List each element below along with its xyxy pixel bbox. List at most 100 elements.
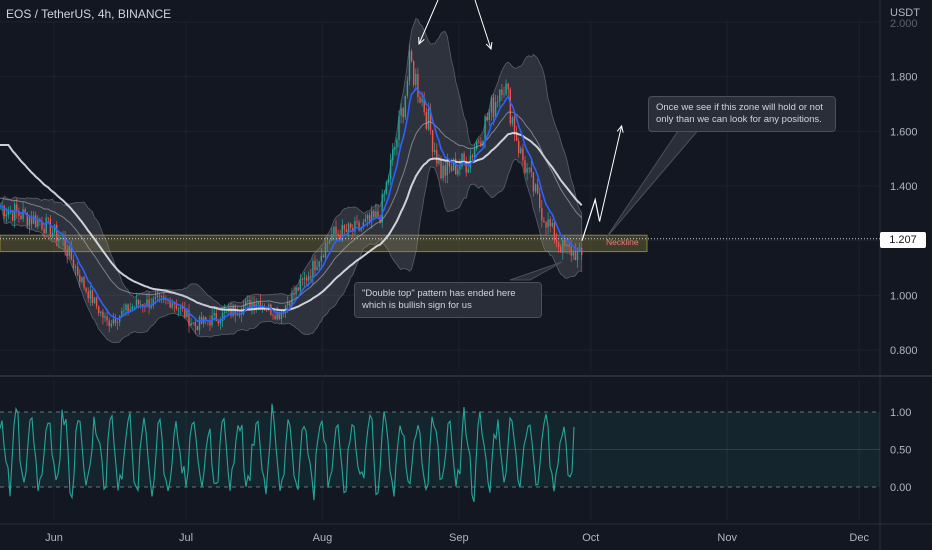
candle-body (213, 313, 215, 316)
candle-body (539, 193, 541, 208)
candle-body (532, 172, 535, 192)
candle-body (343, 225, 346, 230)
time-axis-tick: Aug (313, 532, 333, 544)
candle-body (230, 307, 232, 316)
candle-body (515, 133, 518, 142)
candle-body (358, 222, 360, 231)
candle-body (413, 61, 415, 85)
candle-body (389, 160, 392, 179)
candle-body (396, 139, 398, 148)
price-axis-tick: 1.800 (890, 72, 918, 84)
candle-body (16, 204, 18, 212)
candle-body (320, 255, 322, 262)
candle-body (354, 221, 356, 232)
candle-body (30, 217, 33, 224)
candle-body (331, 234, 333, 241)
candle-body (536, 184, 539, 194)
candle-body (278, 312, 280, 319)
candle-body (318, 261, 320, 268)
double-top-arrow-left-head (418, 36, 425, 46)
candle-body (476, 141, 478, 149)
candle-body (45, 217, 47, 234)
candle-body (366, 215, 369, 220)
candle-body (513, 117, 516, 134)
candle-body (95, 297, 98, 307)
candle-body (295, 287, 297, 295)
candle-body (368, 215, 371, 222)
candle-body (404, 95, 406, 118)
candle-body (163, 296, 165, 299)
candle-body (377, 211, 379, 219)
ma-slow-line (0, 132, 583, 312)
candle-body (398, 115, 400, 140)
candle-body (192, 322, 194, 324)
candle-body (316, 267, 318, 271)
oscillator-axis-tick: 0.50 (890, 445, 911, 457)
price-axis-tick: 0.800 (890, 345, 918, 357)
candle-body (333, 226, 335, 235)
candle-body (415, 73, 417, 85)
candle-body (305, 277, 308, 281)
candle-body (448, 159, 451, 167)
candle-body (457, 169, 459, 175)
candle-body (427, 109, 430, 129)
candle-body (473, 148, 476, 158)
price-axis-unit: USDT (890, 7, 920, 19)
candle-body (509, 89, 511, 124)
candle-body (465, 161, 467, 173)
time-axis-tick: Oct (582, 532, 599, 544)
candle-body (364, 219, 367, 223)
candle-body (312, 260, 314, 278)
symbol-title[interactable]: EOS / TetherUS, 4h, BINANCE (6, 7, 172, 21)
candle-body (85, 287, 87, 292)
candle-body (245, 301, 247, 306)
candle-body (406, 80, 409, 96)
candle-body (236, 314, 238, 316)
candle-body (35, 215, 37, 227)
candle-body (114, 319, 117, 323)
candle-body (116, 322, 119, 323)
oscillator-axis-tick: 0.00 (890, 482, 911, 494)
candle-body (324, 243, 327, 258)
annotation-hold-zone[interactable]: Once we see if this zone will hold or no… (648, 96, 836, 132)
candle-body (492, 97, 495, 118)
candle-body (576, 251, 579, 261)
candle-body (289, 303, 291, 307)
candle-body (72, 259, 75, 268)
candle-body (249, 299, 251, 309)
candle-body (524, 160, 526, 173)
candle-body (74, 266, 77, 268)
candle-body (568, 244, 570, 247)
candle-body (209, 321, 211, 326)
candle-body (129, 308, 131, 312)
candle-body (135, 299, 138, 307)
candle-body (89, 290, 91, 299)
candle-body (347, 223, 350, 233)
candle-body (3, 205, 5, 217)
candle-body (339, 235, 341, 241)
candle-body (337, 233, 339, 236)
candle-body (276, 312, 278, 320)
bollinger-band (0, 18, 583, 344)
candle-body (232, 306, 234, 316)
candle-body (526, 168, 528, 173)
candle-body (58, 238, 60, 242)
candle-body (545, 222, 547, 228)
candle-body (280, 311, 283, 319)
annotation-double-top[interactable]: "Double top" pattern has ended here whic… (354, 282, 542, 318)
candle-body (253, 302, 255, 308)
candle-body (91, 290, 94, 303)
candle-body (226, 311, 228, 313)
candle-body (215, 313, 217, 321)
candle-body (112, 319, 115, 324)
time-axis-tick: Jul (179, 532, 193, 544)
candle-body (518, 141, 520, 154)
candle-body (375, 211, 377, 217)
candle-body (186, 310, 188, 318)
candle-body (467, 168, 469, 173)
candle-body (7, 211, 10, 215)
candle-body (79, 274, 81, 282)
candle-body (394, 147, 396, 150)
candle-body (581, 247, 583, 256)
